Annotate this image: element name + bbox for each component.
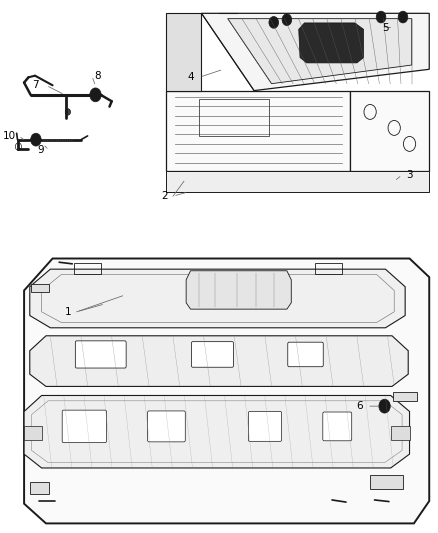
Circle shape [376, 11, 386, 23]
Polygon shape [24, 395, 410, 468]
FancyBboxPatch shape [288, 342, 323, 367]
Text: 2: 2 [161, 191, 168, 201]
Text: 5: 5 [382, 23, 389, 33]
Circle shape [65, 109, 71, 115]
Polygon shape [370, 475, 403, 489]
Polygon shape [30, 269, 405, 328]
Polygon shape [166, 13, 201, 91]
Polygon shape [186, 271, 291, 309]
Polygon shape [166, 91, 350, 171]
Circle shape [31, 133, 41, 146]
Text: 4: 4 [187, 72, 194, 82]
FancyBboxPatch shape [191, 342, 233, 367]
Polygon shape [30, 336, 408, 386]
Text: 1: 1 [64, 307, 71, 317]
Polygon shape [24, 426, 42, 440]
Polygon shape [391, 426, 410, 440]
Polygon shape [24, 259, 429, 523]
Polygon shape [31, 284, 49, 292]
Text: 10: 10 [3, 131, 16, 141]
Circle shape [282, 14, 292, 26]
Text: 6: 6 [356, 401, 363, 411]
Polygon shape [299, 23, 364, 63]
Polygon shape [166, 171, 429, 192]
Polygon shape [30, 482, 49, 494]
Text: 3: 3 [406, 170, 413, 180]
FancyBboxPatch shape [248, 411, 282, 441]
FancyBboxPatch shape [148, 411, 185, 442]
Bar [74, 263, 101, 274]
Polygon shape [393, 392, 417, 401]
Circle shape [269, 17, 279, 28]
Polygon shape [201, 13, 429, 91]
Polygon shape [228, 19, 412, 84]
FancyBboxPatch shape [62, 410, 106, 442]
Text: 9: 9 [37, 146, 44, 155]
Polygon shape [350, 91, 429, 171]
Text: 8: 8 [94, 71, 101, 80]
Circle shape [379, 399, 390, 413]
Text: 7: 7 [32, 80, 39, 90]
FancyBboxPatch shape [75, 341, 126, 368]
Circle shape [398, 11, 408, 23]
FancyBboxPatch shape [323, 412, 352, 441]
Bar [315, 263, 342, 274]
Circle shape [90, 88, 101, 102]
